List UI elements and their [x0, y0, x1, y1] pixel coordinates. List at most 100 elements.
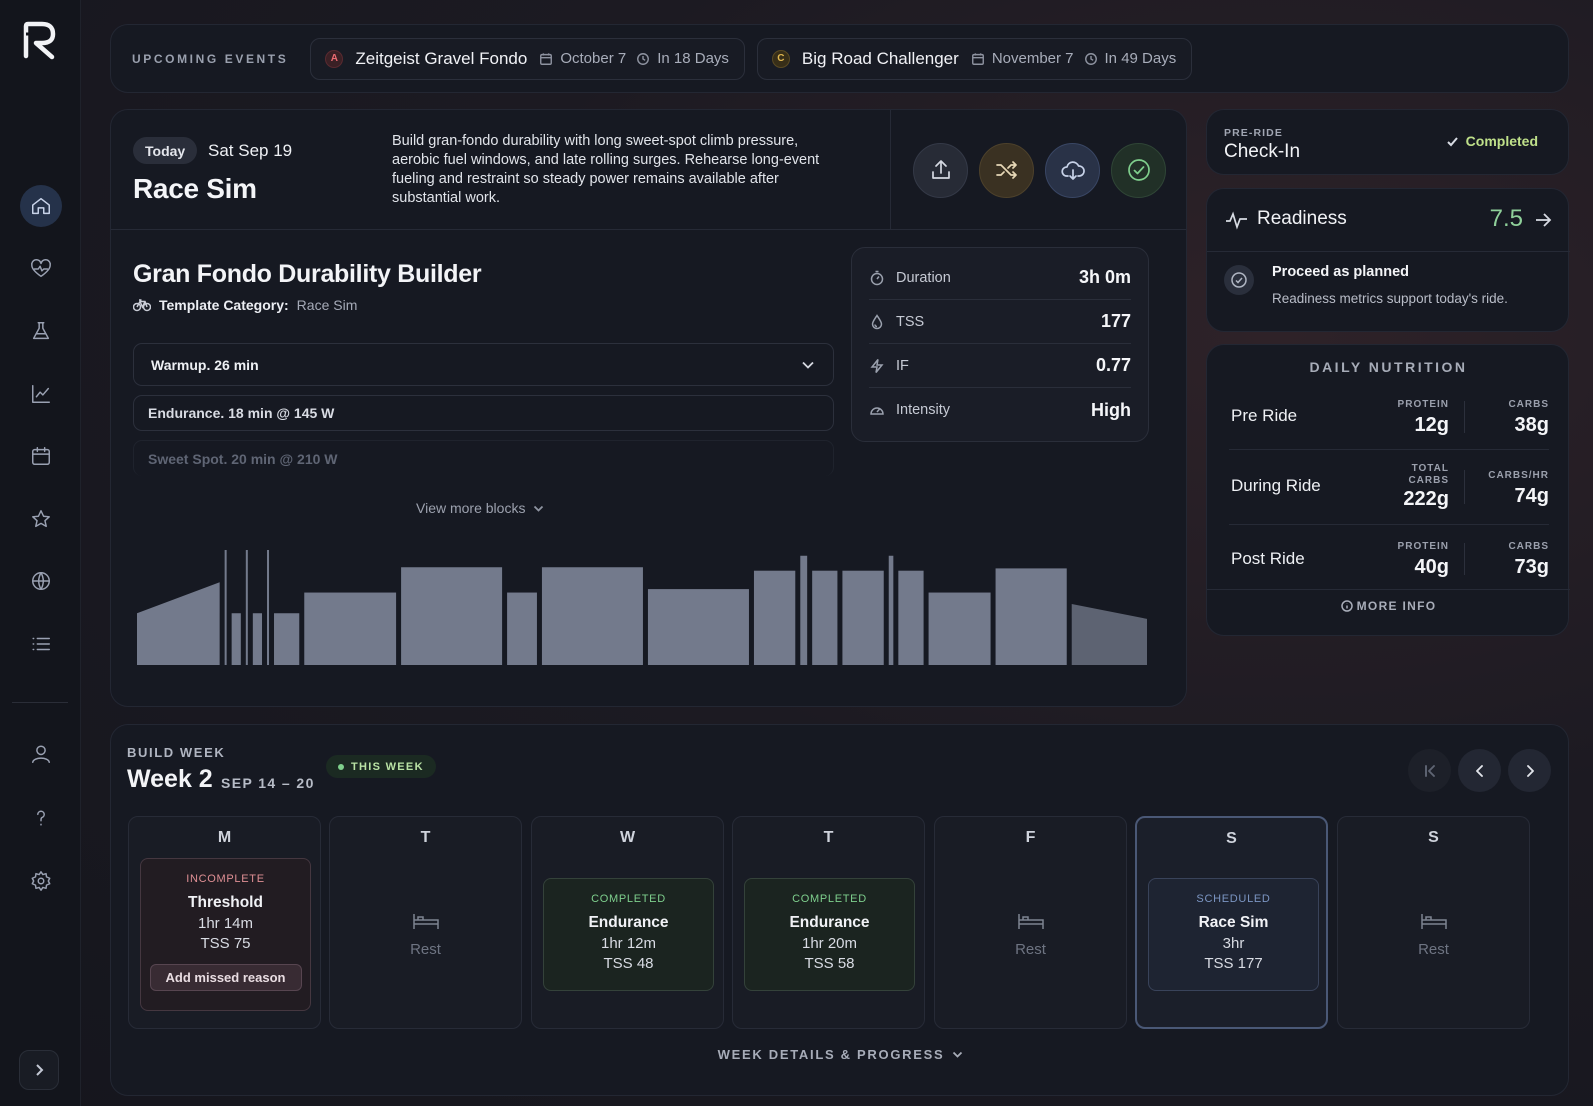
nav-help[interactable]	[20, 797, 62, 839]
session-card[interactable]: SCHEDULED Race Sim 3hr TSS 177	[1148, 878, 1319, 991]
nav-analytics[interactable]	[20, 373, 62, 415]
workout-block[interactable]: Endurance. 18 min @ 145 W	[133, 395, 834, 431]
profile-segment	[753, 570, 796, 665]
day-column-friday[interactable]: F Rest	[934, 816, 1127, 1029]
export-button[interactable]	[913, 142, 968, 198]
session-card[interactable]: COMPLETED Endurance 1hr 20m TSS 58	[744, 878, 915, 991]
week-date-range: SEP 14 – 20	[221, 775, 315, 791]
week-details-toggle[interactable]: WEEK DETAILS & PROGRESS	[111, 1047, 1570, 1062]
view-more-blocks-button[interactable]: View more blocks	[416, 500, 544, 516]
profile-segment	[647, 589, 749, 665]
upcoming-events-label: UPCOMING EVENTS	[132, 51, 289, 66]
status-dot	[338, 763, 344, 770]
readiness-header[interactable]: Readiness 7.5	[1207, 189, 1570, 252]
clock-icon	[1084, 52, 1097, 65]
settings-icon	[31, 871, 51, 891]
session-tss: TSS 58	[804, 955, 855, 972]
profile-segment	[137, 582, 220, 665]
profile-segment	[507, 592, 537, 665]
readiness-score: 7.5	[1489, 205, 1523, 232]
swap-workout-button[interactable]	[979, 142, 1034, 198]
nutrition-label: CARBS/HR	[1488, 470, 1549, 481]
logo	[23, 21, 56, 60]
event-pill[interactable]: C Big Road Challenger November 7 In 49 D…	[756, 37, 1193, 80]
nav-calendar[interactable]	[20, 435, 62, 477]
metric-label: TSS	[896, 313, 925, 330]
nutrition-row: During Ride TOTAL CARBS 222g CARBS/HR 74…	[1229, 450, 1549, 525]
event-pill[interactable]: A Zeitgeist Gravel Fondo October 7 In 18…	[310, 37, 745, 80]
block-detail: 18 min @ 145 W	[228, 405, 335, 421]
workout-power-profile	[137, 550, 1147, 665]
sidebar-divider	[12, 702, 68, 703]
chevron-down-icon	[953, 1051, 963, 1058]
template-category-value: Race Sim	[296, 297, 358, 313]
event-priority-badge: C	[771, 49, 790, 68]
nutrition-value: 73g	[1514, 556, 1549, 578]
workout-date: Sat Sep 19	[208, 141, 293, 160]
workout-description: Build gran-fondo durability with long sw…	[392, 133, 820, 206]
workout-actions	[890, 110, 1186, 230]
session-name: Endurance	[588, 914, 669, 931]
this-week-text: THIS WEEK	[351, 760, 424, 773]
bed-icon	[1420, 914, 1447, 929]
nutrition-col: CARBS 73g	[1508, 541, 1549, 579]
shuffle-icon	[995, 161, 1017, 179]
readiness-status: Proceed as planned	[1272, 264, 1409, 280]
profile-segment	[231, 613, 241, 665]
nutrition-separator	[1464, 401, 1465, 433]
week-prev-button[interactable]	[1458, 749, 1501, 792]
day-column-wednesday[interactable]: W COMPLETED Endurance 1hr 12m TSS 48	[531, 816, 724, 1029]
profile-segment	[812, 570, 838, 665]
week-next-button[interactable]	[1508, 749, 1551, 792]
daily-nutrition-card: DAILY NUTRITION Pre Ride PROTEIN 12g CAR…	[1206, 344, 1570, 636]
nutrition-row: Pre Ride PROTEIN 12g CARBS 38g	[1229, 382, 1549, 450]
event-date-text: November 7	[991, 50, 1074, 67]
mark-complete-button[interactable]	[1111, 142, 1166, 198]
week-first-button[interactable]	[1408, 749, 1451, 792]
nutrition-divider	[1207, 589, 1570, 590]
nutrition-phase: During Ride	[1231, 476, 1321, 495]
check-circle-icon	[1127, 159, 1150, 181]
day-letter: M	[217, 829, 232, 846]
workout-block-faded[interactable]: Sweet Spot. 20 min @ 210 W	[133, 440, 834, 476]
day-column-monday[interactable]: M INCOMPLETE Threshold 1hr 14m TSS 75 Ad…	[128, 816, 321, 1029]
nav-favorites[interactable]	[20, 498, 62, 540]
checkin-card[interactable]: PRE-RIDE Check-In Completed	[1206, 109, 1569, 175]
nav-home[interactable]	[20, 185, 62, 227]
nav-list[interactable]	[20, 623, 62, 665]
add-missed-reason-button[interactable]: Add missed reason	[149, 964, 302, 991]
day-letter: F	[1025, 829, 1036, 846]
nav-explore[interactable]	[20, 560, 62, 602]
nav-settings[interactable]	[20, 860, 62, 902]
week-title: Week 2	[127, 765, 213, 793]
day-column-saturday[interactable]: S SCHEDULED Race Sim 3hr TSS 177	[1135, 816, 1328, 1029]
profile-segment	[274, 613, 300, 665]
sidebar-expand-button[interactable]	[19, 1050, 59, 1090]
session-status: SCHEDULED	[1196, 893, 1271, 905]
more-info-button[interactable]: MORE INFO	[1207, 599, 1570, 613]
nav-health[interactable]	[20, 248, 62, 290]
checkin-title: Check-In	[1224, 141, 1301, 162]
nutrition-col: TOTAL CARBS 222g	[1389, 463, 1449, 511]
profile-segment	[252, 613, 263, 665]
nav-profile[interactable]	[20, 733, 62, 775]
workout-header: Today Sat Sep 19 Race Sim Build gran-fon…	[111, 110, 1186, 230]
session-card[interactable]: COMPLETED Endurance 1hr 12m TSS 48	[543, 878, 714, 991]
day-column-tuesday[interactable]: T Rest	[329, 816, 522, 1029]
skip-back-icon	[1424, 764, 1435, 777]
nutrition-label: TOTAL CARBS	[1408, 463, 1449, 486]
nutrition-phase: Post Ride	[1231, 549, 1305, 568]
session-card[interactable]: INCOMPLETE Threshold 1hr 14m TSS 75 Add …	[140, 858, 311, 1011]
profile-segment	[888, 555, 894, 665]
day-column-sunday[interactable]: S Rest	[1337, 816, 1530, 1029]
workout-block-expanded[interactable]: Warmup. 26 min	[133, 343, 834, 386]
nutrition-value: 74g	[1514, 485, 1549, 507]
nav-lab[interactable]	[20, 310, 62, 352]
sync-device-button[interactable]	[1045, 142, 1100, 198]
day-column-thursday[interactable]: T COMPLETED Endurance 1hr 20m TSS 58	[732, 816, 925, 1029]
rest-label: Rest	[1015, 941, 1046, 958]
arrow-right-icon[interactable]	[1533, 210, 1553, 230]
event-countdown-text: In 18 Days	[657, 50, 729, 67]
readiness-card: Readiness 7.5 Proceed as planned Readine…	[1206, 188, 1570, 332]
checkin-status-text: Completed	[1465, 133, 1538, 149]
